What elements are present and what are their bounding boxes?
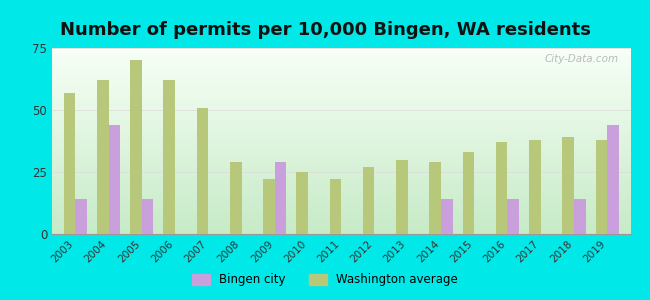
Bar (595, 140, 607, 234)
Bar (296, 172, 308, 234)
Bar (142, 199, 153, 234)
Bar (607, 125, 619, 234)
Bar (529, 140, 541, 234)
Bar (396, 160, 408, 234)
Text: City-Data.com: City-Data.com (545, 54, 619, 64)
Bar (130, 60, 142, 234)
Bar (275, 162, 287, 234)
Bar (441, 199, 452, 234)
Legend: Bingen city, Washington average: Bingen city, Washington average (187, 269, 463, 291)
Bar (363, 167, 374, 234)
Bar (562, 137, 574, 234)
Bar (230, 162, 242, 234)
Bar (574, 199, 586, 234)
Text: Number of permits per 10,000 Bingen, WA residents: Number of permits per 10,000 Bingen, WA … (60, 21, 590, 39)
Bar (109, 125, 120, 234)
Bar (463, 152, 474, 234)
Bar (64, 93, 75, 234)
Bar (430, 162, 441, 234)
Bar (508, 199, 519, 234)
Bar (496, 142, 508, 234)
Bar (97, 80, 109, 234)
Bar (75, 199, 87, 234)
Bar (263, 179, 275, 234)
Bar (330, 179, 341, 234)
Bar (163, 80, 175, 234)
Bar (197, 107, 208, 234)
